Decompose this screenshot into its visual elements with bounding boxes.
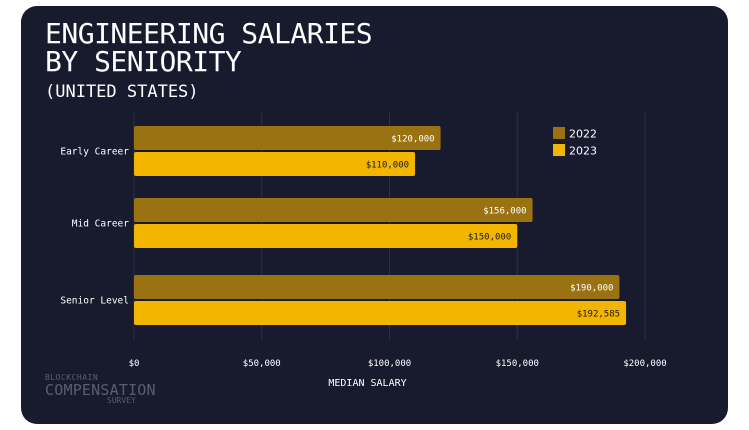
survey-logo: BLOCKCHAIN COMPENSATION SURVEY — [45, 374, 156, 405]
bar-value-label: $150,000 — [468, 233, 511, 243]
chart-title-line-2: BY SENIORITY — [45, 45, 242, 78]
x-tick-label: $0 — [129, 359, 140, 369]
category-label: Mid Career — [72, 219, 129, 230]
legend-swatch-2022 — [553, 127, 565, 139]
x-tick-label: $200,000 — [623, 359, 666, 369]
bar-2023-1 — [134, 224, 518, 248]
x-tick-label: $150,000 — [496, 359, 539, 369]
x-axis-title: MEDIAN SALARY — [328, 378, 406, 389]
legend-swatch-2023 — [553, 144, 565, 156]
legend-label: 2022 — [569, 128, 597, 141]
bar-value-label: $192,585 — [577, 310, 620, 320]
bar-value-label: $110,000 — [366, 161, 409, 171]
chart-card: ENGINEERING SALARIES BY SENIORITY (UNITE… — [21, 6, 728, 424]
bar-2023-2 — [134, 301, 627, 325]
logo-line-2: COMPENSATION — [45, 381, 156, 399]
bar-2022-0 — [134, 126, 441, 150]
legend-label: 2023 — [569, 145, 597, 158]
category-label: Senior Level — [60, 296, 129, 307]
bar-2022-2 — [134, 275, 620, 299]
logo-line-3: SURVEY — [106, 396, 136, 405]
bar-2022-1 — [134, 198, 533, 222]
chart-subtitle: (UNITED STATES) — [45, 82, 199, 102]
bar-2023-0 — [134, 152, 416, 176]
bar-chart: $120,000 $110,000 Early Career $156,000 $150… — [60, 112, 667, 389]
chart-title: ENGINEERING SALARIES BY SENIORITY — [45, 17, 373, 78]
logo-line-1: BLOCKCHAIN — [45, 373, 99, 382]
chart-title-line-1: ENGINEERING SALARIES — [45, 17, 373, 50]
bar-value-label: $156,000 — [483, 207, 526, 217]
x-tick-label: $50,000 — [243, 359, 281, 369]
bar-value-label: $190,000 — [570, 284, 613, 294]
bar-value-label: $120,000 — [391, 135, 434, 145]
category-label: Early Career — [60, 147, 129, 158]
x-tick-label: $100,000 — [368, 359, 411, 369]
